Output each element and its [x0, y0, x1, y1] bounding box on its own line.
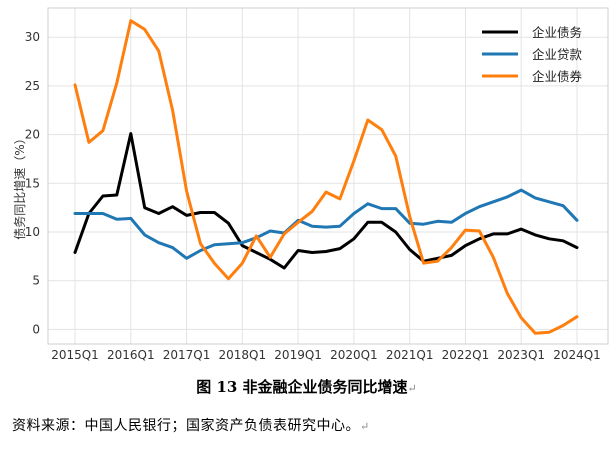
series-line-3	[73, 19, 579, 335]
series-lines	[73, 19, 579, 335]
y-axis-label: 债务同比增速（%）	[12, 132, 27, 239]
series-line-1	[73, 132, 579, 270]
x-tick-label: 2017Q1	[163, 348, 211, 362]
x-tick-label: 2021Q1	[386, 348, 434, 362]
x-tick-label: 2022Q1	[442, 348, 490, 362]
source-note: 资料来源：中国人民银行；国家资产负债表研究中心。↵	[12, 415, 370, 435]
x-tick-label: 2019Q1	[274, 348, 322, 362]
figure-caption: 图 13 非金融企业债务同比增速↵	[0, 376, 613, 397]
y-tick-label: 25	[25, 79, 40, 93]
source-note-text: 资料来源：中国人民银行；国家资产负债表研究中心。	[12, 418, 360, 434]
legend-label: 企业债务	[532, 25, 582, 40]
x-tick-label: 2020Q1	[330, 348, 378, 362]
plot-frame	[47, 7, 609, 345]
y-tick-label: 30	[25, 30, 40, 44]
x-tick-label: 2015Q1	[51, 348, 99, 362]
legend-label: 企业贷款	[532, 47, 583, 62]
y-tick-label: 10	[25, 225, 40, 239]
paragraph-mark-icon: ↵	[360, 420, 370, 433]
y-tick-label: 20	[25, 128, 40, 142]
x-tick-label: 2016Q1	[107, 348, 155, 362]
grid	[48, 8, 608, 344]
series-line-2	[73, 188, 579, 260]
line-chart: 0 5 10 15 20 25 30 2015Q1 2016Q1 2017Q1 2018Q1 2019…	[12, 7, 609, 362]
legend-label: 企业债券	[532, 69, 583, 84]
paragraph-mark-icon: ↵	[407, 382, 417, 395]
axes: 0 5 10 15 20 25 30 2015Q1 2016Q1 2017Q1 2018Q1 2019…	[25, 7, 609, 362]
y-tick-label: 0	[32, 322, 40, 336]
x-tick-label: 2024Q1	[553, 348, 601, 362]
figure-caption-text: 图 13 非金融企业债务同比增速	[196, 378, 408, 396]
y-tick-label: 5	[32, 274, 40, 288]
y-tick-label: 15	[25, 176, 40, 190]
x-tick-label: 2023Q1	[497, 348, 545, 362]
x-tick-label: 2018Q1	[219, 348, 267, 362]
